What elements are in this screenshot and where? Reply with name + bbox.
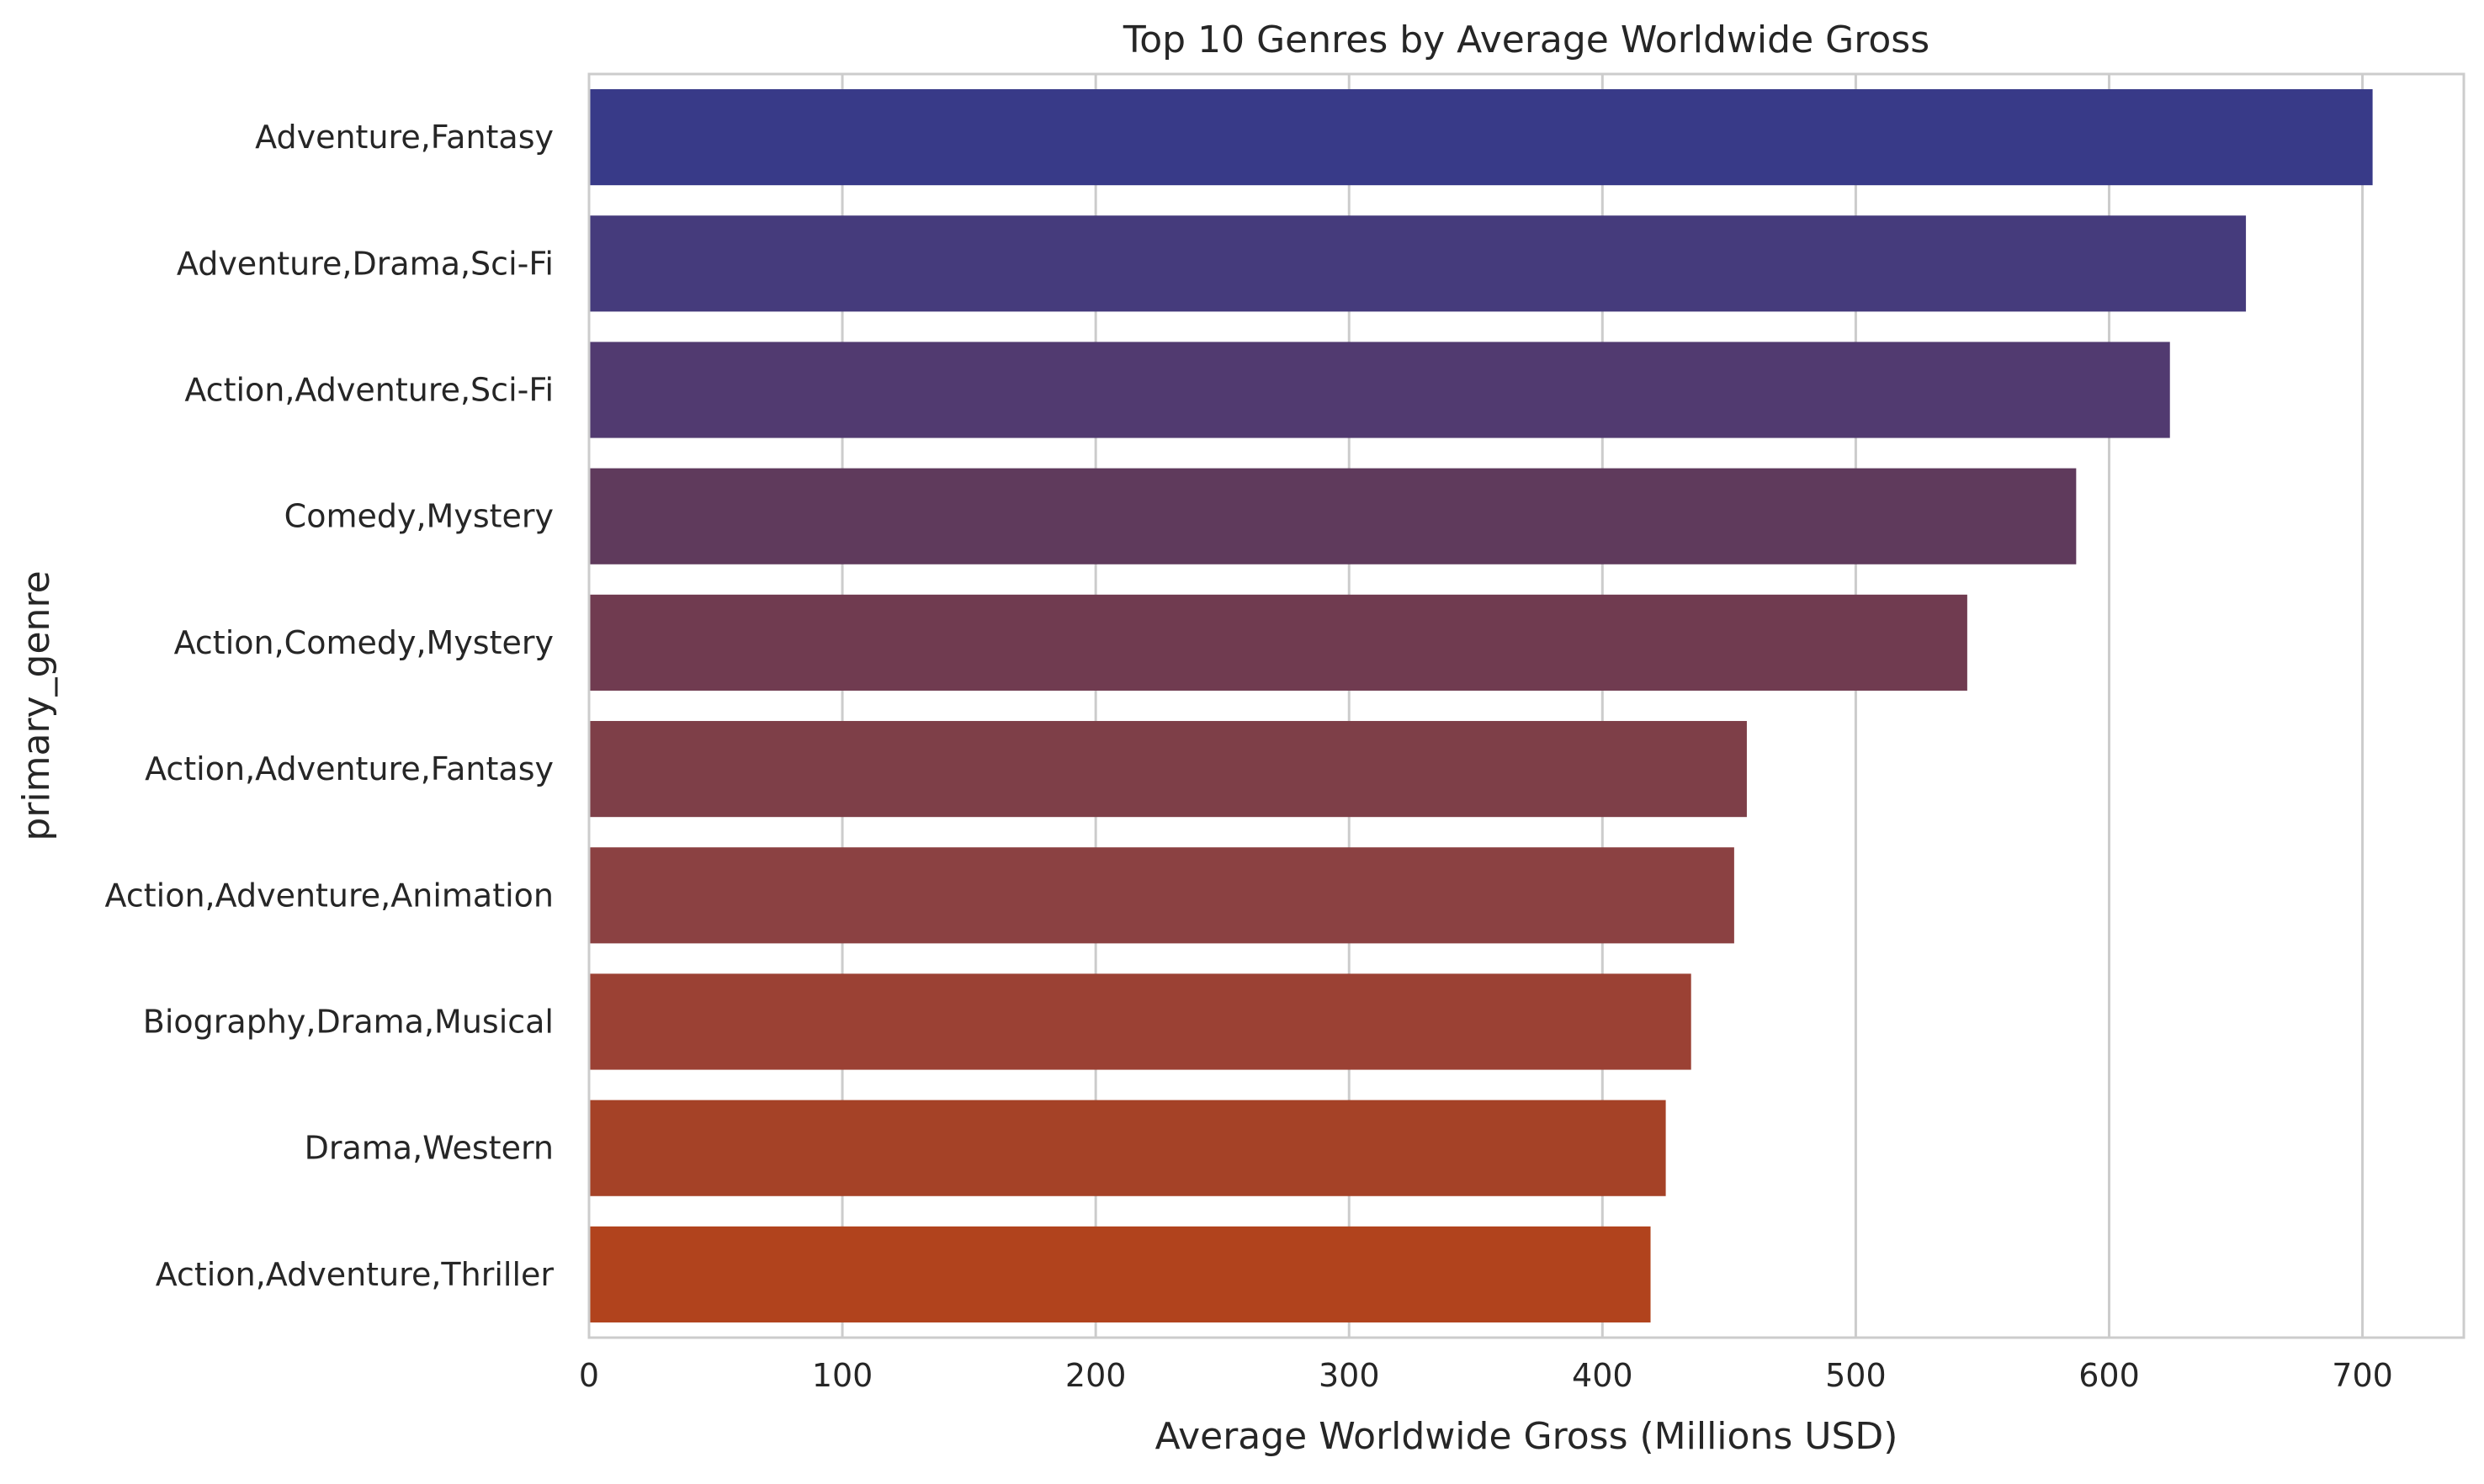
y-category-label: Action,Adventure,Thriller bbox=[156, 1256, 555, 1293]
y-category-label: Comedy,Mystery bbox=[284, 498, 554, 535]
x-tick-label: 600 bbox=[2078, 1357, 2140, 1394]
chart-title: Top 10 Genres by Average Worldwide Gross bbox=[1123, 19, 1929, 61]
x-tick-label: 200 bbox=[1065, 1357, 1127, 1394]
y-category-label: Action,Adventure,Fantasy bbox=[145, 750, 554, 787]
bar-4 bbox=[589, 468, 2077, 564]
y-axis-title: primary_genre bbox=[15, 570, 58, 840]
y-category-labels: Adventure,Fantasy Adventure,Drama,Sci-Fi A… bbox=[105, 119, 555, 1293]
bar-layer bbox=[589, 89, 2373, 1322]
bar-2 bbox=[589, 215, 2247, 312]
x-tick-label: 0 bbox=[579, 1357, 599, 1394]
plot-frame bbox=[587, 72, 2465, 1339]
x-tick-label: 500 bbox=[1825, 1357, 1887, 1394]
x-axis-title: Average Worldwide Gross (Millions USD) bbox=[1155, 1415, 1898, 1458]
y-category-label: Action,Comedy,Mystery bbox=[174, 624, 554, 661]
bar-3 bbox=[589, 342, 2170, 438]
x-tick-label: 300 bbox=[1319, 1357, 1380, 1394]
y-category-label: Biography,Drama,Musical bbox=[143, 1004, 554, 1041]
y-category-label: Action,Adventure,Sci-Fi bbox=[184, 372, 554, 409]
bar-8 bbox=[589, 973, 1691, 1070]
y-category-label: Adventure,Fantasy bbox=[255, 119, 554, 156]
x-tick-label: 400 bbox=[1572, 1357, 1633, 1394]
y-category-label: Drama,Western bbox=[305, 1130, 554, 1167]
x-tick-labels: 0 100 200 300 400 500 600 700 bbox=[579, 1357, 2393, 1394]
bar-7 bbox=[589, 847, 1734, 944]
bar-10 bbox=[589, 1226, 1651, 1322]
bar-5 bbox=[589, 594, 1967, 691]
x-tick-label: 100 bbox=[812, 1357, 873, 1394]
y-category-label: Action,Adventure,Animation bbox=[105, 877, 554, 914]
x-tick-label: 700 bbox=[2332, 1357, 2393, 1394]
bar-6 bbox=[589, 721, 1747, 818]
y-category-label: Adventure,Drama,Sci-Fi bbox=[177, 245, 554, 282]
bar-1 bbox=[589, 89, 2373, 186]
bar-9 bbox=[589, 1100, 1666, 1196]
